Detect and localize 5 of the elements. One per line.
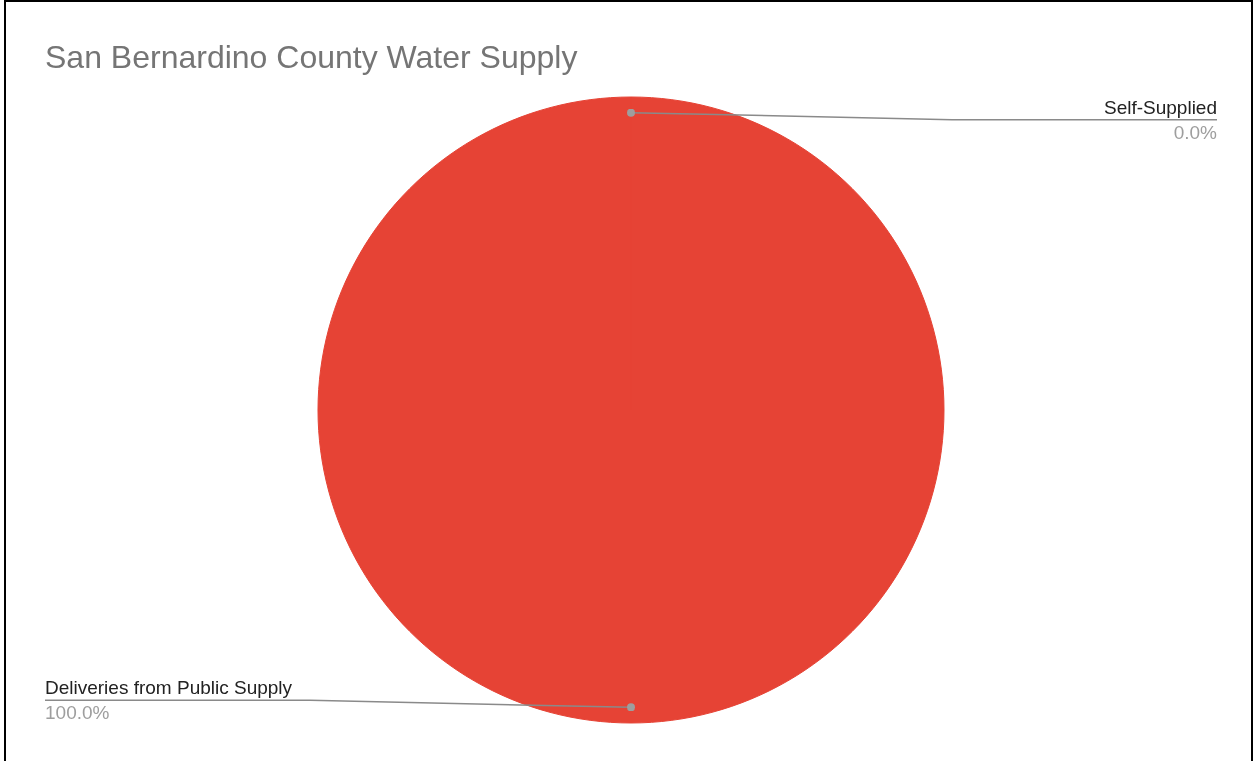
data-label: 100.0% bbox=[45, 702, 110, 724]
slice-label: Deliveries from Public Supply bbox=[45, 677, 293, 699]
chart-title: San Bernardino County Water Supply bbox=[45, 39, 578, 75]
category-label: Self-Supplied bbox=[1103, 96, 1217, 118]
text: 0.0% bbox=[1173, 121, 1217, 143]
